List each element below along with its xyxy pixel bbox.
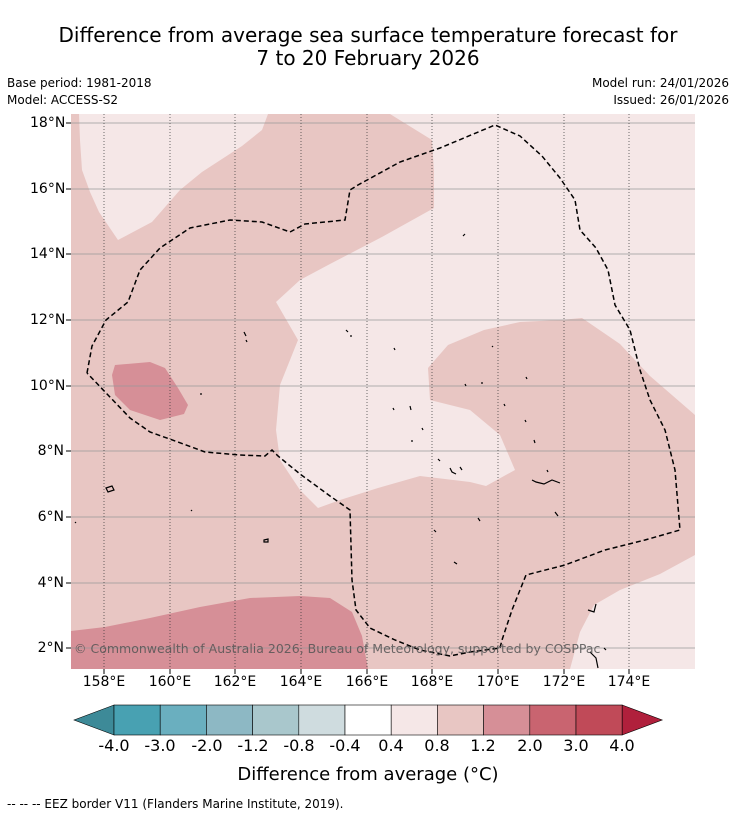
lon-label-160e: 160°E — [148, 674, 192, 690]
colorbar-label: 2.0 — [517, 736, 543, 755]
lon-label-168e: 168°E — [410, 674, 454, 690]
lon-gridlines — [103, 114, 630, 669]
colorbar-label: -2.0 — [191, 736, 223, 755]
lon-label-166e: 166°E — [345, 674, 389, 690]
lon-label-162e: 162°E — [213, 674, 257, 690]
lon-label-170e: 170°E — [476, 674, 520, 690]
colorbar-swatch — [344, 704, 392, 736]
anomaly-region-warm-west — [112, 362, 188, 420]
eez-legend: -- -- -- EEZ border V11 (Flanders Marine… — [7, 797, 344, 811]
colorbar-arrow-low — [73, 704, 115, 736]
colorbar-swatch — [529, 704, 577, 736]
anomaly-region-warm-south — [71, 596, 368, 669]
colorbar-swatch — [252, 704, 300, 736]
model-run: Model run: 24/01/2026 — [591, 76, 729, 90]
colorbar-swatch — [483, 704, 531, 736]
lat-label-14n: 14°N — [30, 246, 66, 262]
issued-date: Issued: 26/01/2026 — [613, 93, 729, 107]
colorbar-label: 1.2 — [470, 736, 496, 755]
lat-label-18n: 18°N — [30, 115, 66, 131]
anomaly-region-light-north — [79, 114, 268, 240]
anomaly-region-light-south-east — [570, 555, 695, 669]
colorbar-label: 4.0 — [609, 736, 635, 755]
colorbar-swatch — [206, 704, 253, 736]
colorbar-label: -0.8 — [283, 736, 315, 755]
colorbar-swatch — [113, 704, 161, 736]
lon-label-174e: 174°E — [607, 674, 651, 690]
colorbar-label: 3.0 — [563, 736, 589, 755]
chart-title-line-1: Difference from average sea surface temp… — [58, 23, 678, 47]
colorbar-swatch — [575, 704, 623, 736]
colorbar-swatch — [390, 704, 438, 736]
colorbar-label: -3.0 — [144, 736, 176, 755]
colorbar-label: 0.4 — [378, 736, 404, 755]
lon-label-158e: 158°E — [82, 674, 126, 690]
chart-title-line-2: 7 to 20 February 2026 — [256, 46, 480, 70]
lat-label-2n: 2°N — [37, 640, 64, 656]
lon-label-164e: 164°E — [279, 674, 323, 690]
lat-label-10n: 10°N — [30, 378, 66, 394]
eez-border — [86, 124, 681, 657]
lat-label-4n: 4°N — [37, 575, 64, 591]
lat-gridlines — [71, 122, 695, 649]
base-period: Base period: 1981-2018 — [7, 76, 152, 90]
model-name: Model: ACCESS-S2 — [7, 93, 119, 107]
copyright-notice: © Commonwealth of Australia 2026, Bureau… — [74, 641, 601, 656]
lon-label-172e: 172°E — [542, 674, 586, 690]
colorbar-label: -4.0 — [98, 736, 130, 755]
colorbar-swatch — [298, 704, 346, 736]
colorbar — [73, 704, 664, 736]
lat-label-8n: 8°N — [37, 443, 64, 459]
colorbar-title: Difference from average (°C) — [237, 764, 499, 785]
colorbar-label: 0.8 — [424, 736, 450, 755]
lat-label-6n: 6°N — [37, 509, 64, 525]
islands — [74, 233, 607, 669]
axis-ticks — [66, 122, 630, 674]
colorbar-swatch — [159, 704, 207, 736]
colorbar-swatch — [437, 704, 484, 736]
colorbar-label: -1.2 — [237, 736, 269, 755]
colorbar-label: -0.4 — [329, 736, 361, 755]
colorbar-arrow-high — [621, 704, 664, 736]
lat-label-16n: 16°N — [30, 181, 66, 197]
anomaly-region-light-central — [268, 114, 700, 508]
lat-label-12n: 12°N — [30, 312, 66, 328]
